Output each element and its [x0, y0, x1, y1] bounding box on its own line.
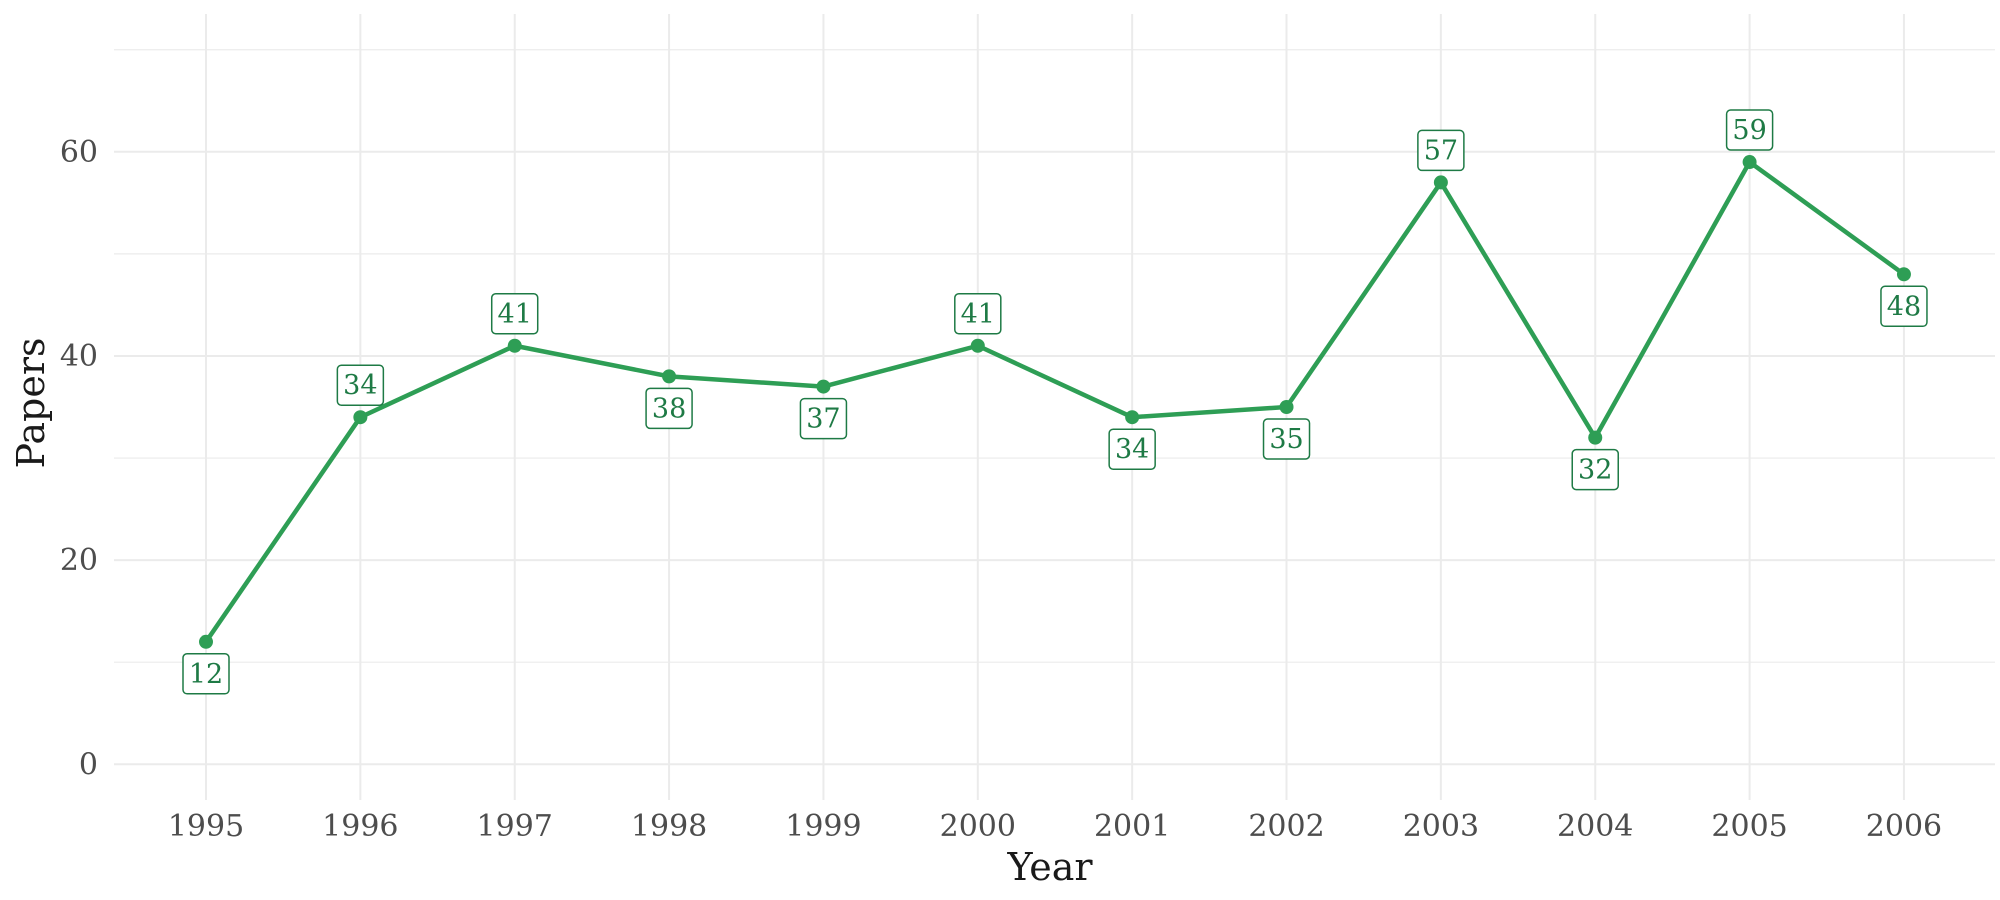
data-label: 34 — [1108, 428, 1156, 470]
data-point — [970, 338, 985, 353]
y-axis-title: Papers — [9, 338, 53, 469]
data-point — [662, 369, 677, 384]
data-label-text: 12 — [189, 659, 223, 690]
data-label-text: 59 — [1732, 115, 1766, 146]
grid — [114, 14, 1995, 800]
y-tick-label: 40 — [60, 339, 98, 374]
x-tick-label: 2004 — [1557, 809, 1633, 844]
data-label: 38 — [645, 387, 693, 430]
data-label: 48 — [1880, 285, 1928, 328]
data-label-box — [954, 293, 1002, 335]
x-tick-label: 1995 — [168, 809, 244, 844]
data-label-box — [1262, 418, 1311, 460]
data-label-text: 34 — [1115, 434, 1149, 465]
data-label-text: 41 — [961, 299, 995, 330]
data-point — [1279, 400, 1294, 414]
data-label: 35 — [1262, 418, 1311, 460]
x-tick-label: 2006 — [1866, 809, 1942, 844]
data-point — [1896, 267, 1911, 282]
y-axis-ticks: 0 20 40 60 — [60, 135, 98, 782]
data-label-box — [799, 397, 848, 440]
data-label-text: 37 — [806, 404, 840, 435]
data-label-box — [1417, 129, 1465, 172]
data-label: 41 — [954, 293, 1002, 335]
x-tick-label: 1998 — [631, 809, 707, 844]
data-label-box — [645, 387, 693, 430]
data-label-text: 34 — [343, 370, 377, 401]
data-point — [816, 379, 831, 394]
data-point — [1742, 155, 1757, 170]
y-tick-label: 20 — [60, 543, 98, 578]
series-layer — [199, 155, 1911, 649]
x-tick-label: 2003 — [1403, 809, 1479, 844]
data-label: 59 — [1725, 109, 1774, 151]
x-axis-title: Year — [1006, 845, 1093, 889]
data-label-box — [490, 293, 539, 335]
data-label-box — [1880, 285, 1928, 328]
data-point — [199, 634, 213, 649]
x-tick-label: 1997 — [477, 809, 553, 844]
data-label-text: 48 — [1887, 291, 1921, 322]
data-label-text: 38 — [652, 393, 686, 424]
y-tick-label: 0 — [79, 747, 98, 782]
data-point — [507, 338, 522, 353]
data-label-text: 32 — [1578, 455, 1612, 486]
data-label: 12 — [182, 653, 230, 695]
data-label-box — [1108, 428, 1156, 470]
data-label-box — [336, 364, 385, 406]
data-label: 37 — [799, 397, 848, 440]
x-tick-label: 2002 — [1248, 809, 1324, 844]
data-label: 41 — [490, 293, 539, 335]
x-tick-label: 1996 — [322, 809, 398, 844]
data-point — [353, 410, 368, 425]
x-tick-label: 2001 — [1094, 809, 1170, 844]
data-point — [1125, 410, 1140, 425]
x-tick-label: 2000 — [940, 809, 1016, 844]
series-line — [203, 159, 1907, 645]
data-label: 34 — [336, 364, 385, 406]
y-tick-label: 60 — [60, 135, 98, 170]
x-axis-ticks: 1995 1996 1997 1998 1999 2000 2001 2002 2003 2004… — [168, 809, 1942, 844]
data-point — [1588, 430, 1603, 445]
data-label-text: 41 — [498, 299, 532, 330]
data-label-text: 35 — [1269, 424, 1303, 455]
data-label-text: 57 — [1424, 135, 1458, 166]
data-label: 32 — [1571, 448, 1619, 491]
data-label-box — [1725, 109, 1774, 151]
x-tick-label: 1999 — [785, 809, 861, 844]
x-tick-label: 2005 — [1711, 809, 1787, 844]
data-label: 57 — [1417, 129, 1465, 172]
data-label-box — [182, 653, 230, 695]
data-point — [1433, 175, 1448, 190]
data-label-box — [1571, 448, 1619, 491]
data-labels-layer: 12 34 41 38 37 41 34 35 57 32 59 48 — [182, 109, 1928, 695]
